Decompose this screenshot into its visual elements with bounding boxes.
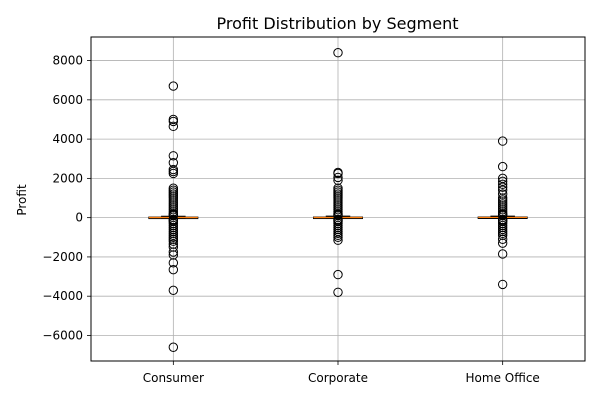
outlier-point	[333, 48, 343, 58]
outlier-point	[333, 235, 343, 245]
outlier-point	[497, 136, 508, 146]
outlier-point	[333, 269, 343, 280]
outlier-point	[168, 116, 179, 127]
outlier-point	[168, 342, 179, 352]
outlier-point	[333, 210, 343, 221]
x-tick-label: Consumer	[143, 371, 204, 385]
axes-layer: −6000 −4000 −2000 0 2000 4000 6000 8000 Consumer…	[42, 36, 586, 385]
y-tick-label: 8000	[52, 54, 83, 68]
outlier-point	[168, 250, 179, 260]
outlier-point	[497, 189, 508, 199]
outlier-point	[168, 258, 179, 268]
outlier-point	[333, 172, 343, 183]
outlier-point	[168, 168, 179, 179]
outlier-point	[168, 239, 179, 249]
outlier-point	[168, 210, 179, 221]
y-tick-label: −6000	[42, 328, 83, 342]
outlier-point	[497, 182, 508, 192]
outlier-point	[497, 238, 508, 248]
outlier-point	[168, 247, 179, 257]
outlier-point	[168, 151, 179, 161]
y-tick-label: −4000	[42, 289, 83, 303]
y-tick-label: −2000	[42, 250, 83, 264]
y-tick-label: 2000	[52, 171, 83, 185]
boxes-layer	[148, 48, 528, 352]
outlier-point	[497, 230, 508, 241]
plot-frame	[90, 36, 586, 362]
box-group-corporate	[313, 48, 363, 297]
outlier-point	[333, 232, 343, 242]
x-tick-label: Home Office	[466, 371, 540, 385]
outlier-point	[497, 279, 508, 290]
outlier-point	[333, 168, 343, 179]
outlier-point	[168, 242, 179, 252]
y-tick-label: 6000	[52, 93, 83, 107]
outlier-point	[168, 264, 179, 275]
y-tick-label: 0	[75, 211, 83, 225]
chart-title: Profit Distribution by Segment	[217, 14, 459, 33]
outlier-point	[333, 287, 343, 297]
outlier-point	[168, 81, 179, 91]
box-group-home-office	[477, 136, 528, 290]
box-group-consumer	[148, 81, 199, 352]
outlier-point	[168, 121, 179, 132]
x-tick-label: Corporate	[308, 371, 368, 385]
outlier-point	[497, 161, 508, 172]
outlier-point	[497, 249, 508, 259]
outlier-point	[497, 185, 508, 195]
outlier-point	[168, 285, 179, 296]
y-axis-label: Profit	[15, 184, 29, 216]
outlier-point	[168, 236, 179, 246]
outlier-point	[497, 210, 508, 221]
y-tick-label: 4000	[52, 132, 83, 146]
outlier-point	[333, 175, 343, 186]
outlier-point	[497, 234, 508, 244]
outlier-point	[497, 179, 508, 189]
